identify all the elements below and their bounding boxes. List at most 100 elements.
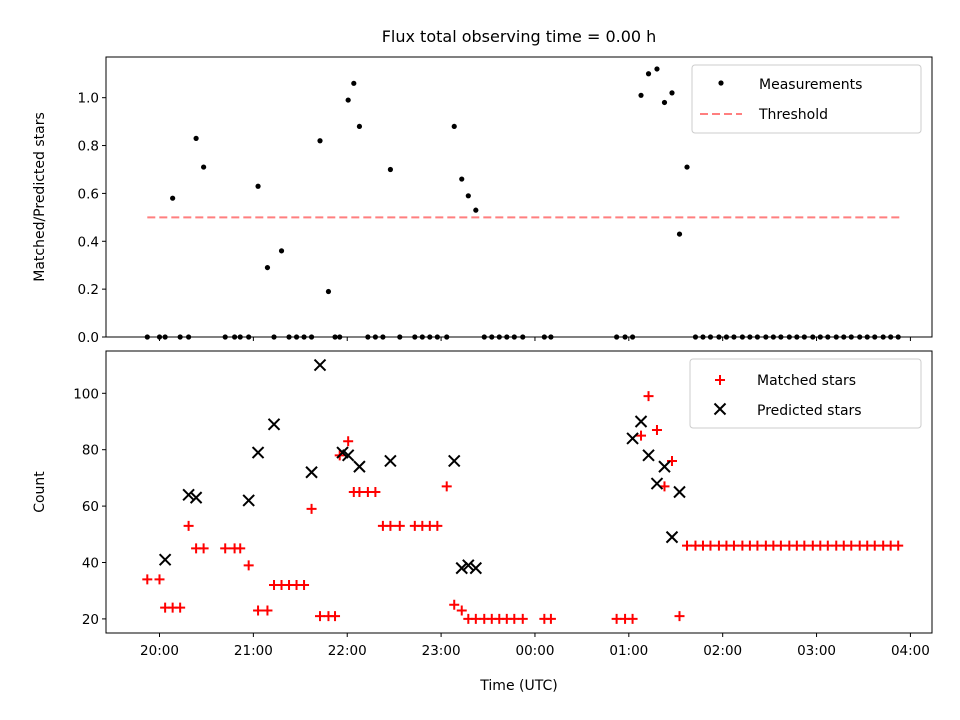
bottom-y-axis-label: Count	[32, 471, 48, 513]
measurement-point	[629, 334, 636, 340]
measurement-point	[825, 334, 831, 340]
measurement-point	[372, 334, 378, 340]
measurement-point	[286, 334, 292, 340]
matched-star-point	[235, 543, 246, 554]
measurement-point	[541, 334, 547, 340]
legend-predicted-marker	[713, 402, 727, 416]
measurement-point	[345, 97, 351, 103]
matched-star-point	[154, 574, 165, 585]
measurement-point	[654, 66, 660, 72]
measurement-point	[308, 334, 315, 340]
matched-star-point	[183, 520, 194, 531]
measurement-point	[337, 334, 343, 340]
measurement-point	[716, 334, 722, 340]
measurement-point	[848, 334, 854, 340]
bottom-legend: Matched stars Predicted stars	[689, 358, 922, 429]
matched-star-point	[220, 543, 231, 554]
matched-star-point	[142, 574, 153, 585]
bottom-panel-frame	[105, 350, 933, 634]
measurement-point	[676, 231, 683, 237]
measurement-point	[707, 334, 714, 340]
measurement-point	[237, 334, 243, 340]
measurement-point	[177, 334, 183, 340]
measurement-point	[801, 334, 807, 340]
bottom-x-axis: 20:00 21:00 22:00 23:00 00:00 01:00 02:00 03:00…	[140, 633, 930, 659]
x-tick-label: 22:00	[328, 643, 367, 659]
legend-threshold-label: Threshold	[758, 107, 828, 123]
matched-star-point	[775, 540, 786, 551]
predicted-star-point	[305, 466, 318, 479]
measurement-point	[511, 334, 517, 340]
measurement-point	[770, 334, 776, 340]
measurement-point	[739, 334, 745, 340]
y-tick-label: 1.0	[78, 91, 99, 107]
x-axis-label: Time (UTC)	[479, 678, 557, 694]
predicted-star-point	[353, 460, 366, 473]
matched-star-point	[651, 424, 662, 435]
measurement-point	[864, 334, 870, 340]
x-tick-label: 03:00	[797, 643, 836, 659]
measurement-point	[419, 334, 425, 340]
y-tick-label: 20	[82, 612, 99, 628]
matched-star-point	[385, 520, 396, 531]
top-y-axis: 0.0 0.2 0.4 0.6 0.8 1.0	[78, 91, 106, 346]
matched-star-point	[643, 391, 654, 402]
measurement-point	[504, 334, 510, 340]
predicted-star-point	[665, 530, 679, 544]
measurement-point	[786, 334, 792, 340]
y-tick-label: 60	[82, 499, 99, 515]
matched-star-point	[306, 503, 317, 514]
measurement-point	[548, 334, 554, 340]
matched-star-point	[330, 611, 341, 622]
legend-box	[691, 64, 922, 134]
measurement-point	[895, 334, 901, 340]
measurement-point	[794, 334, 800, 340]
measurement-point	[356, 123, 363, 130]
top-y-axis-label: Matched/Predicted stars	[32, 112, 48, 282]
measurement-point	[833, 334, 839, 340]
top-marks	[144, 66, 902, 340]
measurement-point	[473, 207, 479, 213]
predicted-star-point	[448, 454, 461, 468]
legend-measurements-label: Measurements	[759, 77, 862, 93]
matched-star-point	[674, 611, 685, 622]
measurement-point	[301, 334, 307, 340]
measurement-point	[614, 334, 620, 340]
measurement-point	[365, 334, 371, 340]
matched-star-point	[666, 455, 677, 466]
y-tick-label: 40	[82, 556, 99, 572]
matched-star-point	[509, 613, 520, 624]
measurement-point	[246, 334, 252, 340]
predicted-star-point	[384, 454, 397, 468]
measurement-point	[669, 90, 675, 96]
measurement-point	[201, 164, 207, 170]
predicted-star-point	[251, 446, 265, 459]
measurement-point	[278, 248, 285, 254]
matched-star-point	[893, 540, 904, 551]
matched-star-point	[636, 430, 647, 441]
matched-star-point	[262, 605, 273, 616]
matched-star-point	[198, 543, 209, 554]
measurement-point	[427, 334, 433, 340]
measurement-point	[397, 334, 403, 340]
measurement-point	[638, 92, 644, 98]
matched-star-point	[456, 605, 467, 616]
y-tick-label: 100	[73, 386, 99, 402]
x-tick-label: 00:00	[516, 643, 555, 659]
predicted-star-point	[158, 553, 172, 566]
top-x-axis	[159, 337, 911, 341]
measurement-point	[763, 334, 769, 340]
x-tick-label: 21:00	[234, 643, 273, 659]
measurement-point	[778, 334, 784, 340]
matched-star-point	[432, 520, 443, 531]
measurement-point	[387, 166, 394, 173]
measurement-point	[317, 138, 323, 144]
predicted-star-point	[634, 415, 648, 428]
matched-star-point	[253, 605, 264, 616]
legend-matched-label: Matched stars	[757, 373, 856, 389]
measurement-point	[810, 334, 816, 340]
measurement-point	[434, 334, 440, 340]
measurement-point	[459, 176, 465, 182]
bottom-marks	[142, 358, 904, 624]
matched-star-point	[705, 540, 716, 551]
